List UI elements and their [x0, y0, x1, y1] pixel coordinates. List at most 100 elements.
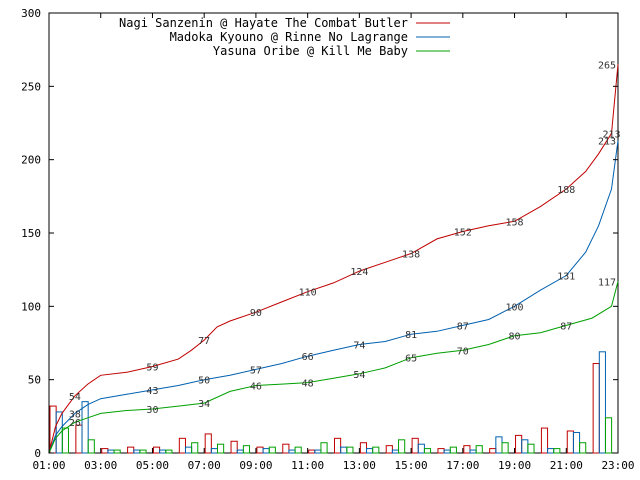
hourly-bar	[417, 443, 425, 454]
hourly-bar	[256, 446, 264, 454]
hourly-bar	[359, 442, 368, 454]
hourly-bar	[262, 448, 270, 454]
y-tick-label: 200	[21, 154, 41, 167]
hourly-bar	[139, 449, 147, 454]
hourly-bar	[165, 449, 173, 454]
hourly-bar	[346, 446, 354, 454]
x-tick-label: 15:00	[395, 459, 428, 472]
hourly-bar	[598, 351, 606, 454]
hourly-bar	[592, 363, 600, 454]
hourly-bars	[49, 351, 613, 454]
hourly-bar	[107, 449, 115, 454]
hourly-bar	[268, 446, 276, 454]
y-tick-label: 0	[34, 447, 41, 460]
data-label: 30	[146, 405, 158, 416]
y-tick-label: 250	[21, 80, 41, 93]
data-label: 80	[509, 332, 521, 343]
data-label: 138	[402, 250, 420, 261]
data-label: 110	[299, 288, 317, 299]
hourly-bar	[469, 449, 477, 454]
y-tick-label: 50	[28, 374, 41, 387]
data-label: 54	[353, 370, 365, 381]
hourly-bar	[572, 431, 581, 454]
y-tick-label: 150	[21, 227, 41, 240]
hourly-bar	[443, 449, 451, 454]
hourly-bar	[210, 448, 218, 454]
plot-area	[48, 12, 619, 454]
data-label: 57	[250, 365, 262, 376]
hourly-bar	[230, 440, 238, 454]
hourly-bar	[81, 401, 89, 454]
data-label: 100	[506, 302, 524, 313]
hourly-bar	[604, 417, 613, 454]
x-tick-label: 07:00	[188, 459, 221, 472]
hourly-bar	[101, 448, 109, 454]
hourly-bar	[391, 449, 400, 454]
hourly-bar	[236, 449, 244, 454]
data-label: 54	[69, 392, 81, 403]
data-label: 70	[457, 346, 469, 357]
hourly-bar	[204, 433, 212, 454]
hourly-bar	[242, 445, 251, 454]
hourly-bar	[501, 442, 509, 454]
x-tick-label: 17:00	[446, 459, 479, 472]
hourly-bar	[547, 448, 555, 454]
hourly-bar	[75, 424, 83, 454]
x-tick-labels: 01:00 03:00 05:00 07:00 09:00 11:00 13:00 15:00…	[32, 13, 635, 472]
hourly-bar	[449, 446, 457, 454]
data-label: 131	[557, 272, 575, 283]
series-line	[48, 140, 619, 454]
hourly-bar	[515, 434, 523, 454]
hourly-bar	[152, 446, 161, 454]
hourly-bar	[437, 448, 445, 454]
y-tick-labels: 0 50 100 150 200 250 300	[21, 7, 618, 460]
hourly-bar	[540, 427, 549, 454]
data-label: 66	[302, 352, 314, 363]
x-tick-label: 21:00	[550, 459, 583, 472]
data-label: 46	[250, 382, 262, 393]
hourly-bar	[366, 448, 374, 454]
data-label: 48	[302, 379, 314, 390]
y-tick-label: 100	[21, 300, 41, 313]
data-label: 65	[405, 354, 417, 365]
data-label: 50	[198, 376, 210, 387]
data-label: 152	[454, 228, 472, 239]
hourly-bar	[87, 439, 95, 454]
data-label: 34	[198, 399, 210, 410]
hourly-bar	[288, 449, 296, 454]
data-label: 158	[506, 217, 524, 228]
hourly-bar	[489, 448, 497, 454]
hourly-bar	[308, 449, 316, 454]
hourly-bar	[372, 446, 380, 454]
data-label: 117	[598, 277, 616, 288]
legend-entry-label: Madoka Kyouno @ Rinne No Lagrange	[170, 30, 408, 44]
hourly-bar	[579, 442, 587, 454]
data-label: 213	[603, 129, 621, 140]
hourly-bar	[463, 445, 471, 454]
hourly-bar	[334, 437, 342, 454]
hourly-bar	[423, 448, 432, 454]
x-tick-label: 03:00	[84, 459, 117, 472]
data-label: 38	[69, 409, 81, 420]
hourly-bar	[495, 436, 503, 454]
hourly-bar	[282, 443, 290, 454]
y-tick-label: 300	[21, 7, 41, 20]
x-tick-label: 19:00	[498, 459, 531, 472]
hourly-bar	[127, 446, 135, 454]
hourly-bar	[411, 437, 419, 454]
hourly-bar	[553, 448, 561, 454]
hourly-bar	[320, 442, 328, 454]
series-line	[48, 64, 619, 454]
x-tick-label: 01:00	[32, 459, 65, 472]
hourly-bar	[133, 449, 141, 454]
hourly-bar	[184, 446, 193, 454]
hourly-bar	[216, 443, 225, 454]
hourly-bar	[159, 449, 167, 454]
hourly-bar	[191, 442, 199, 454]
legend: Nagi Sanzenin @ Hayate The Combat Butler…	[119, 16, 450, 58]
series-line	[48, 281, 619, 454]
x-tick-label: 05:00	[136, 459, 169, 472]
legend-entry-label: Nagi Sanzenin @ Hayate The Combat Butler	[119, 16, 408, 30]
data-label: 188	[557, 185, 575, 196]
